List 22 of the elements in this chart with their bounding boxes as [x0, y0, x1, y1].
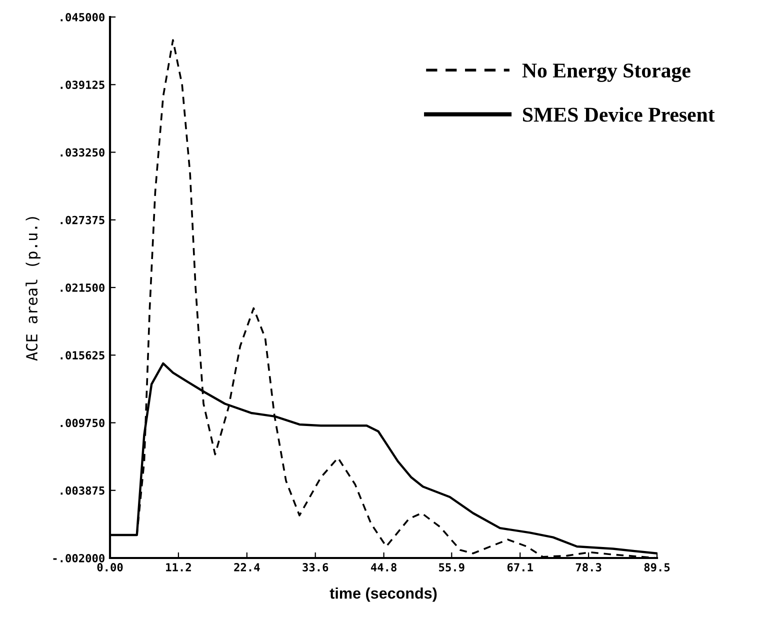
x-tick-label: 33.6: [302, 563, 328, 572]
x-tick-label: 55.9: [439, 563, 464, 572]
y-tick-label: .033250: [60, 148, 104, 157]
y-tick-label: -.002000: [53, 554, 104, 562]
y-tick-label: .027375: [60, 216, 104, 224]
x-tick-label: 44.8: [370, 563, 396, 572]
x-tick-label: 11.2: [166, 563, 191, 572]
legend-label: SMES Device Present: [523, 107, 715, 122]
x-axis-title: time (seconds): [330, 588, 437, 602]
y-axis-title: ACE areal (p.u.): [26, 217, 41, 361]
y-tick-label: .021500: [60, 283, 104, 292]
y-tick-label: .015625: [60, 351, 104, 360]
x-tick-label: 0.00: [97, 563, 123, 572]
x-tick-label: 67.1: [507, 563, 533, 572]
legend-label: No Energy Storage: [522, 64, 690, 82]
x-tick-label: 22.4: [234, 563, 260, 572]
y-tick-label: .045000: [60, 12, 104, 22]
x-tick-label: 78.3: [576, 563, 602, 572]
y-tick-label: .039125: [60, 80, 104, 90]
y-tick-label: .003875: [60, 486, 104, 495]
x-tick-label: 89.5: [644, 563, 670, 572]
y-tick-label: .009750: [60, 418, 104, 428]
